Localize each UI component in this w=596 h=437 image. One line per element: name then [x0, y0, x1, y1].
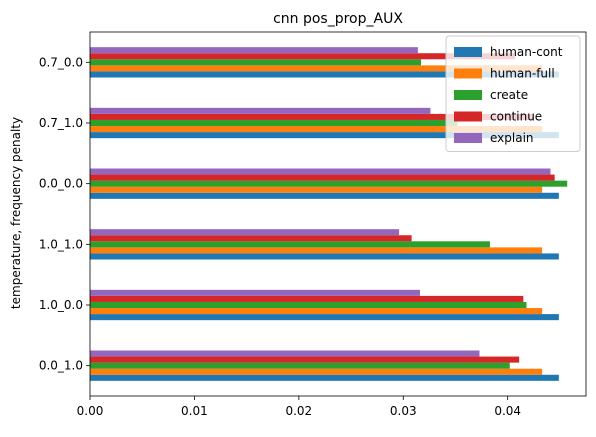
plot-frame [89, 31, 587, 397]
legend-box [445, 35, 581, 152]
bar-human-full-0.0_0.0 [90, 186, 543, 193]
bar-explain-0.7_1.0 [90, 107, 431, 114]
bar-human-full-1.0_1.0 [90, 247, 543, 254]
bar-human-cont-1.0_1.0 [90, 253, 559, 260]
x-tick-label: 0.02 [285, 404, 312, 418]
bar-create-0.0_0.0 [90, 180, 568, 187]
bar-human-full-1.0_0.0 [90, 308, 543, 315]
bar-human-full-0.0_1.0 [90, 368, 543, 375]
bar-explain-0.0_0.0 [90, 168, 551, 175]
bar-create-1.0_0.0 [90, 301, 527, 309]
legend-label-human-cont: human-cont [490, 45, 563, 59]
chart-title: cnn pos_prop_AUX [273, 11, 403, 27]
legend-label-continue: continue [490, 110, 542, 124]
bar-create-0.0_1.0 [90, 362, 510, 369]
bar-explain-0.7_0.0 [90, 47, 418, 54]
bar-human-full-0.7_1.0 [90, 126, 543, 133]
bar-continue-0.0_0.0 [90, 174, 555, 181]
y-axis-label: temperature, frequency penalty [9, 117, 23, 309]
bar-continue-1.0_0.0 [90, 295, 524, 302]
legend-label-create: create [490, 88, 528, 102]
y-tick-label: 0.0_0.0 [39, 177, 83, 191]
legend-swatch-create [454, 90, 482, 100]
bar-human-cont-0.7_1.0 [90, 132, 559, 139]
x-tick-label: 0.04 [494, 404, 521, 418]
y-tick-label: 1.0_0.0 [39, 298, 83, 312]
bar-continue-0.7_1.0 [90, 113, 534, 120]
legend-swatch-human-full [454, 68, 482, 79]
bar-explain-1.0_1.0 [90, 229, 400, 236]
x-tick-label: 0.00 [77, 404, 104, 418]
bar-create-0.7_0.0 [90, 59, 422, 66]
y-tick-label: 0.7_0.0 [39, 55, 83, 69]
legend-swatch-explain [454, 133, 482, 143]
y-tick-label: 0.7_1.0 [39, 116, 83, 130]
bar-human-full-0.7_0.0 [90, 65, 543, 72]
bar-create-0.7_1.0 [90, 119, 458, 127]
legend-label-explain: explain [490, 131, 534, 145]
bar-human-cont-0.7_0.0 [90, 71, 559, 78]
x-tick-label: 0.01 [181, 404, 208, 418]
x-tick-label: 0.03 [390, 404, 417, 418]
legend-label-human-full: human-full [490, 67, 555, 81]
bar-continue-0.0_1.0 [90, 356, 520, 363]
plot-area: 0.0_1.0 1.0_0.0 1.0_1.0 0.0_0.0 0.7_1.0 0.7_0… [39, 31, 587, 418]
y-tick-label: 1.0_1.0 [39, 237, 83, 251]
bar-explain-0.0_1.0 [90, 350, 480, 357]
bar-continue-1.0_1.0 [90, 235, 412, 242]
bar-explain-1.0_0.0 [90, 289, 420, 296]
legend-swatch-human-cont [454, 47, 482, 57]
chart-legend: human-cont human-full create continue explai… [445, 35, 581, 152]
bar-continue-0.7_0.0 [90, 53, 515, 60]
y-tick-label: 0.0_1.0 [39, 359, 83, 373]
bar-create-1.0_1.0 [90, 241, 490, 248]
bar-human-cont-0.0_1.0 [90, 374, 559, 381]
bar-human-cont-1.0_0.0 [90, 314, 559, 321]
bar-human-cont-0.0_0.0 [90, 192, 559, 199]
legend-swatch-continue [454, 111, 482, 122]
